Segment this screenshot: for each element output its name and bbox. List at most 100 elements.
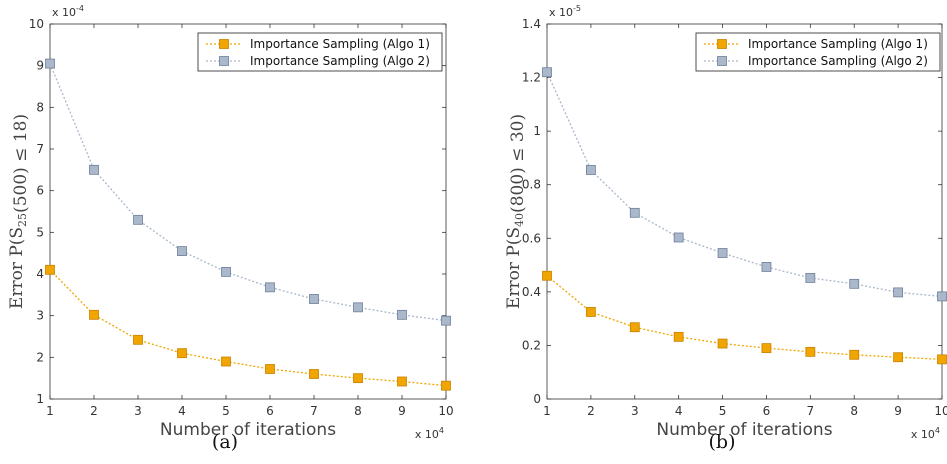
x-tick-label: 1 xyxy=(46,404,54,418)
series-line-algo-1 xyxy=(546,275,943,361)
legend-marker xyxy=(219,39,229,49)
legend-marker xyxy=(219,56,229,66)
x-tick-label: 5 xyxy=(719,404,727,418)
legend-label: Importance Sampling (Algo 1) xyxy=(748,37,928,51)
data-point-algo-2 xyxy=(353,302,363,313)
data-point-algo-1 xyxy=(89,309,99,320)
y-tick-label: 0.8 xyxy=(522,178,541,192)
data-point-algo-2 xyxy=(937,291,947,302)
data-point-algo-1 xyxy=(893,352,904,363)
y-tick-label: 1 xyxy=(36,392,44,406)
legend-box xyxy=(695,32,941,72)
legend-marker xyxy=(717,39,727,49)
data-point-algo-2 xyxy=(89,164,99,175)
data-point-algo-1 xyxy=(673,331,684,342)
y-tick-label: 4 xyxy=(36,267,44,281)
y-tick-label: 0.6 xyxy=(522,231,541,245)
data-point-algo-1 xyxy=(353,373,363,384)
y-axis-label: Error P(S25(500) ≤ 18) xyxy=(7,114,31,309)
data-point-algo-2 xyxy=(761,262,772,272)
panel-caption: (b) xyxy=(709,431,736,453)
x-tick-label: 1 xyxy=(543,404,551,418)
data-point-algo-2 xyxy=(397,309,407,320)
x-axis-label: Number of iterations xyxy=(656,420,832,440)
data-point-algo-1 xyxy=(585,307,596,317)
data-point-algo-1 xyxy=(761,343,772,354)
y-tick-label: 2 xyxy=(36,350,44,364)
y-axis-label: Error P(S40(800) ≤ 30) xyxy=(504,114,528,309)
y-tick-label: 0.4 xyxy=(522,285,541,299)
x-tick-label: 8 xyxy=(354,404,362,418)
y-tick-label: 7 xyxy=(36,142,44,156)
data-point-algo-2 xyxy=(893,287,904,298)
plot-frame xyxy=(546,23,943,400)
data-point-algo-2 xyxy=(133,214,143,225)
x-multiplier: x 104 xyxy=(911,426,940,441)
y-multiplier: x 10-5 xyxy=(549,4,581,19)
data-point-algo-1 xyxy=(221,356,231,367)
legend-label: Importance Sampling (Algo 1) xyxy=(250,37,430,51)
data-point-algo-1 xyxy=(177,348,187,359)
y-tick-label: 0.2 xyxy=(522,338,541,352)
data-point-algo-1 xyxy=(441,380,451,391)
data-point-algo-1 xyxy=(805,346,816,357)
series-line-algo-2 xyxy=(49,63,447,322)
x-tick-label: 8 xyxy=(850,404,858,418)
y-tick-label: 1.2 xyxy=(522,71,541,85)
data-point-algo-1 xyxy=(265,364,275,374)
data-point-algo-2 xyxy=(717,248,728,258)
data-point-algo-2 xyxy=(265,282,275,293)
legend-label: Importance Sampling (Algo 2) xyxy=(748,54,928,68)
x-tick-label: 3 xyxy=(631,404,639,418)
y-multiplier: x 10-4 xyxy=(52,4,84,19)
panel-caption: (a) xyxy=(212,431,238,453)
data-point-algo-1 xyxy=(937,354,947,365)
data-point-algo-1 xyxy=(397,376,407,387)
x-tick-label: 2 xyxy=(587,404,595,418)
legend: Importance Sampling (Algo 1) Importance S… xyxy=(197,32,443,72)
x-tick-label: 2 xyxy=(90,404,98,418)
plot-frame xyxy=(49,23,447,400)
legend-label: Importance Sampling (Algo 2) xyxy=(250,54,430,68)
y-tick-label: 1.4 xyxy=(522,17,541,31)
data-point-algo-2 xyxy=(441,315,451,326)
x-tick-label: 7 xyxy=(310,404,318,418)
chart-panel-a: 1 2 3 4 5 6 7 8 9 10 1 2 3 4 5 6 7 8 9 10 x 10-4 x 104 Number … xyxy=(7,4,454,453)
y-tick-label: 9 xyxy=(36,59,44,73)
series-line-algo-2 xyxy=(546,71,943,298)
y-tick-label: 6 xyxy=(36,184,44,198)
data-point-algo-2 xyxy=(629,207,640,218)
x-tick-label: 9 xyxy=(398,404,406,418)
x-tick-label: 7 xyxy=(807,404,815,418)
x-tick-label: 9 xyxy=(894,404,902,418)
data-point-algo-1 xyxy=(45,264,55,275)
data-point-algo-2 xyxy=(849,278,860,289)
x-tick-label: 6 xyxy=(266,404,274,418)
data-point-algo-2 xyxy=(805,273,816,283)
data-point-algo-1 xyxy=(629,322,640,333)
x-tick-label: 3 xyxy=(134,404,142,418)
data-point-algo-2 xyxy=(221,267,231,277)
data-point-algo-2 xyxy=(673,232,684,243)
x-tick-label: 6 xyxy=(763,404,771,418)
y-tick-label: 5 xyxy=(36,225,44,239)
data-point-algo-1 xyxy=(717,338,728,349)
series-line-algo-1 xyxy=(49,269,447,387)
data-point-algo-1 xyxy=(309,369,319,379)
x-tick-label: 10 xyxy=(934,404,947,418)
y-tick-label: 10 xyxy=(29,17,44,31)
data-point-algo-1 xyxy=(542,270,552,281)
data-point-algo-2 xyxy=(542,67,552,78)
x-tick-label: 5 xyxy=(222,404,230,418)
x-axis-label: Number of iterations xyxy=(160,420,336,440)
data-point-algo-2 xyxy=(309,294,319,304)
legend-box xyxy=(197,32,443,72)
chart-panel-b: 0 0.2 0.4 0.6 0.8 1 1.2 1.4 1 2 3 4 5 6 7 8 9 10 x 10-5 x 1… xyxy=(504,4,947,453)
x-tick-label: 4 xyxy=(675,404,683,418)
x-tick-label: 10 xyxy=(438,404,453,418)
legend-marker xyxy=(717,56,727,66)
data-point-algo-2 xyxy=(45,58,55,69)
data-point-algo-1 xyxy=(133,334,143,345)
data-point-algo-2 xyxy=(177,246,187,256)
